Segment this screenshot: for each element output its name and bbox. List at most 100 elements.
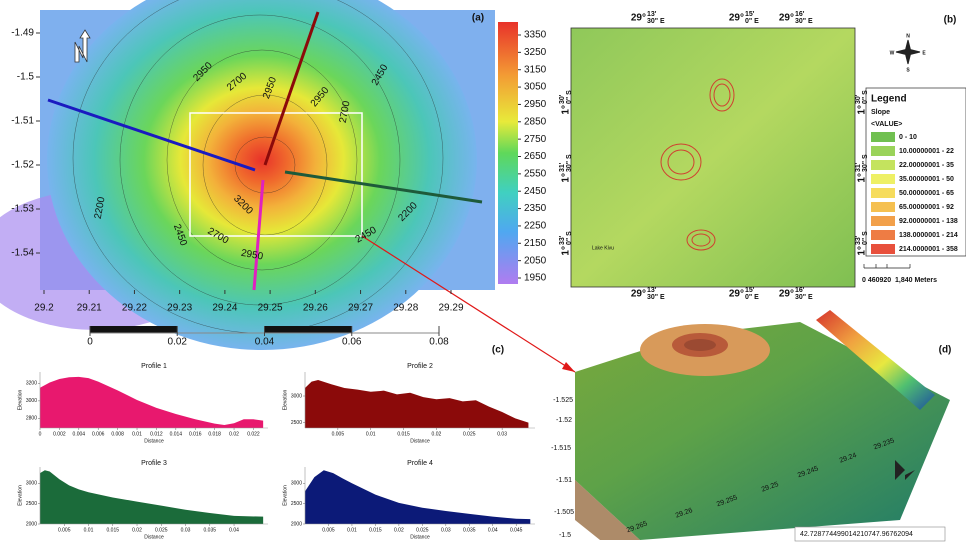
legend-label: 10.00000001 - 22 bbox=[899, 148, 954, 155]
x-tick-label: 0.01 bbox=[132, 431, 142, 437]
x-tick-label: 0.045 bbox=[510, 527, 523, 533]
x-tick-label: 0.008 bbox=[111, 431, 124, 437]
y-tick-label: -1.54 bbox=[11, 248, 34, 259]
area bbox=[305, 380, 528, 428]
figure: (a) 00.020.040.060.08 (b) LegendSlope<VA… bbox=[0, 0, 966, 543]
scale-bar-b bbox=[864, 264, 910, 268]
legend-swatch bbox=[871, 132, 895, 142]
x-tick-label: 0.006 bbox=[92, 431, 105, 437]
coord-min: 33' bbox=[559, 235, 566, 245]
coord-label: 29°16'30" E bbox=[779, 11, 813, 25]
x-tick-label: 0.01 bbox=[366, 431, 376, 437]
compass-letter: N bbox=[906, 33, 910, 39]
coord-deg: 29° bbox=[779, 13, 794, 24]
coord-sec: 0" S bbox=[566, 90, 573, 104]
x-tick-label: 0.005 bbox=[58, 527, 71, 533]
legend-label: 138.0000001 - 214 bbox=[899, 232, 958, 239]
coord-sec: 0" E bbox=[745, 18, 759, 25]
y-axis-title: Elevation bbox=[282, 485, 288, 506]
coord-sec: 0" S bbox=[862, 231, 869, 245]
scalebar-label: 0.06 bbox=[342, 337, 362, 348]
colorbar-label: 3350 bbox=[524, 30, 547, 41]
x-tick-label: 29.29 bbox=[438, 303, 463, 314]
legend-swatch bbox=[871, 146, 895, 156]
legend-swatch bbox=[871, 244, 895, 254]
scale-units: 1,840 Meters bbox=[895, 277, 937, 284]
y-tick-label: 2800 bbox=[26, 416, 37, 422]
colorbar-label: 2250 bbox=[524, 221, 547, 232]
colorbar-label: 2150 bbox=[524, 238, 547, 249]
coord-min: 13' bbox=[647, 287, 657, 294]
place-label: Lake Kivu bbox=[592, 245, 614, 251]
scalebar-segment bbox=[265, 326, 352, 333]
chart-title: Profile 3 bbox=[141, 460, 167, 467]
x-tick-label: 0.035 bbox=[463, 527, 476, 533]
scalebar-label: 0.08 bbox=[429, 337, 449, 348]
x-tick-label: 0.02 bbox=[229, 431, 239, 437]
coord-label: 29°16'30" E bbox=[779, 287, 813, 301]
y-tick-label: 2500 bbox=[291, 501, 302, 507]
chart-title: Profile 2 bbox=[407, 363, 433, 370]
x-tick-label: 0.03 bbox=[441, 527, 451, 533]
coord-sec: 30" E bbox=[795, 18, 813, 25]
colorbar-label: 3150 bbox=[524, 64, 547, 75]
axis-label-3d: -1.52 bbox=[556, 417, 572, 424]
panel-label: (a) bbox=[472, 13, 484, 24]
y-tick-label: 3200 bbox=[26, 381, 37, 387]
x-tick-label: 0.025 bbox=[416, 527, 429, 533]
x-tick-label: 0.005 bbox=[332, 431, 345, 437]
legend-field: <VALUE> bbox=[871, 121, 902, 128]
y-tick-label: -1.52 bbox=[11, 160, 34, 171]
legend-swatch bbox=[871, 160, 895, 170]
x-tick-label: 0.02 bbox=[132, 527, 142, 533]
chart-title: Profile 1 bbox=[141, 363, 167, 370]
coord-min: 31' bbox=[855, 162, 862, 172]
coord-label: 29°13'30" E bbox=[631, 11, 665, 25]
compass-letter: S bbox=[906, 67, 910, 73]
x-axis-title: Distance bbox=[144, 438, 164, 444]
x-tick-label: 0.025 bbox=[463, 431, 476, 437]
coord-label: 1°31'30" S bbox=[559, 154, 573, 183]
coord-label: 1°31'30" S bbox=[855, 154, 869, 183]
coord-sec: 30" S bbox=[566, 154, 573, 172]
y-tick-label: -1.53 bbox=[11, 204, 34, 215]
compass-letter: E bbox=[922, 50, 926, 56]
coord-min: 33' bbox=[855, 235, 862, 245]
coord-sec: 30" E bbox=[795, 294, 813, 301]
y-tick-label: -1.49 bbox=[11, 28, 34, 39]
coord-deg: 29° bbox=[631, 289, 646, 300]
chart-title: Profile 4 bbox=[407, 460, 433, 467]
x-tick-label: 29.2 bbox=[34, 303, 54, 314]
x-axis-title: Distance bbox=[410, 438, 430, 444]
x-tick-label: 29.24 bbox=[212, 303, 237, 314]
coord-deg: 1° bbox=[561, 173, 572, 183]
axis-label-3d: -1.51 bbox=[556, 477, 572, 484]
coord-sec: 30" E bbox=[647, 294, 665, 301]
x-axis-title: Distance bbox=[144, 534, 164, 540]
legend-swatch bbox=[871, 202, 895, 212]
x-tick-label: 0.04 bbox=[488, 527, 498, 533]
x-tick-label: 29.26 bbox=[303, 303, 328, 314]
coord-deg: 29° bbox=[779, 289, 794, 300]
colorbar-label: 2550 bbox=[524, 168, 547, 179]
coord-deg: 1° bbox=[857, 246, 868, 256]
scalebar-segment bbox=[90, 326, 177, 333]
coord-readout: 42.728774499014210747.96762094 bbox=[800, 531, 913, 538]
scalebar-label: 0 bbox=[87, 337, 93, 348]
colorbar-label: 1950 bbox=[524, 273, 547, 284]
x-tick-label: 29.21 bbox=[77, 303, 102, 314]
y-axis-title: Elevation bbox=[282, 390, 288, 411]
coord-min: 15' bbox=[745, 287, 755, 294]
x-tick-label: 0.04 bbox=[229, 527, 239, 533]
coord-label: 1°33'0" S bbox=[855, 231, 869, 256]
legend-layer: Slope bbox=[871, 109, 890, 116]
legend-label: 214.0000001 - 358 bbox=[899, 246, 958, 253]
x-tick-label: 29.22 bbox=[122, 303, 147, 314]
coord-deg: 29° bbox=[729, 289, 744, 300]
x-tick-label: 0 bbox=[39, 431, 42, 437]
coord-deg: 1° bbox=[561, 246, 572, 256]
legend-title: Legend bbox=[871, 94, 907, 105]
